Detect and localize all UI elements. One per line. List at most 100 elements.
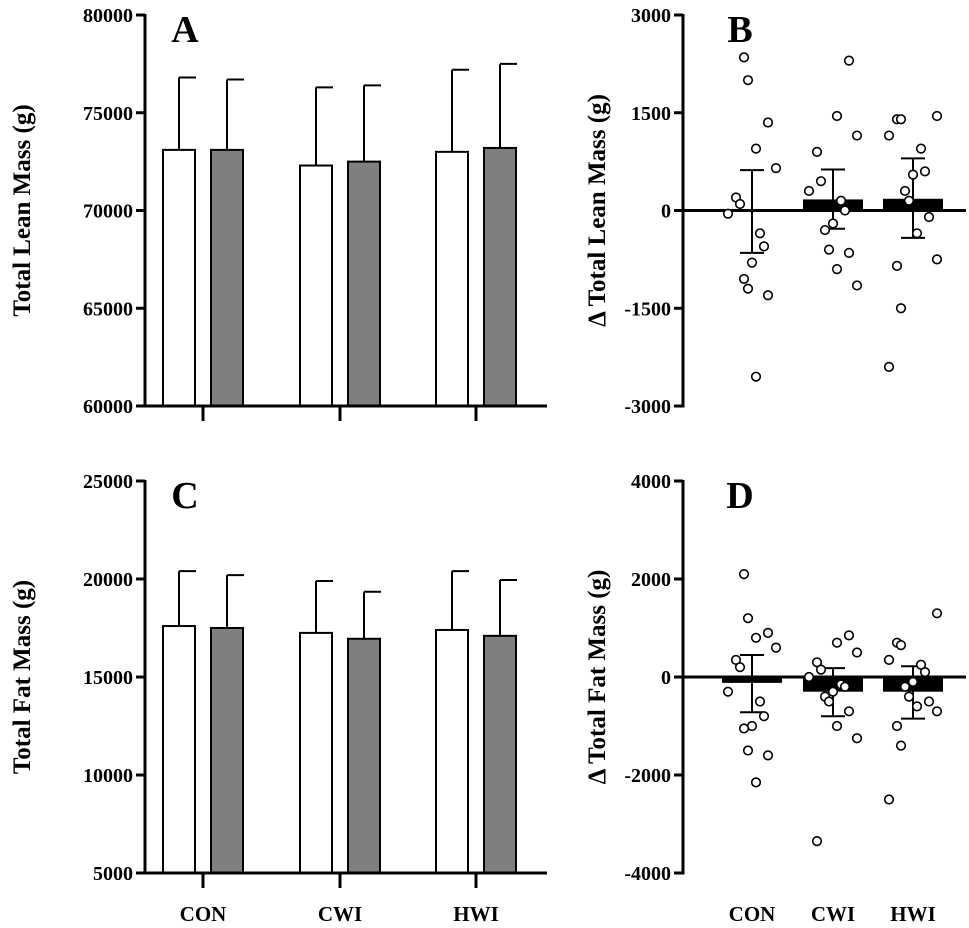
- panel-a-ytick-label: 70000: [83, 201, 133, 223]
- panel-c-y-axis-title: Total Fat Mass (g): [9, 580, 36, 774]
- panel-b-ytick-label: 0: [661, 201, 671, 223]
- panel-a-ytick-label: 75000: [83, 103, 133, 125]
- panel-d-data-point: [750, 632, 762, 643]
- panel-d-data-point: [831, 720, 843, 732]
- panel-b-data-point: [843, 55, 855, 66]
- panel-b-ytick-label: 1500: [631, 103, 671, 125]
- panel-b-data-point: [742, 75, 754, 86]
- panel-b-ytick-label: -3000: [624, 396, 671, 418]
- panel-c-category-label: CWI: [318, 902, 362, 926]
- panel-b-data-point: [750, 371, 762, 382]
- panel-c-ytick-label: 10000: [83, 765, 133, 787]
- panel-d-data-point: [754, 696, 766, 707]
- panel-d-data-point: [815, 664, 827, 675]
- panel-b-data-point: [851, 280, 863, 291]
- panel-d-data-point: [839, 681, 851, 692]
- panel-d-data-point: [895, 640, 907, 651]
- panel-a-bar-con-pre: [162, 148, 196, 408]
- panel-d-data-point: [843, 630, 855, 641]
- panel-b-data-point: [762, 117, 774, 128]
- panel-b-data-point: [891, 260, 903, 271]
- panel-d-data-point: [762, 750, 774, 761]
- panel-a-ytick-label: 60000: [83, 396, 133, 418]
- panel-d-data-point: [762, 627, 774, 639]
- panel-d-ytick-label: -4000: [624, 863, 671, 885]
- panel-b-data-point: [819, 224, 831, 236]
- panel-b-data-point: [883, 130, 895, 141]
- panel-d-data-point: [851, 733, 863, 744]
- panel-b-data-point: [758, 241, 770, 252]
- panel-d-data-point: [883, 794, 895, 805]
- panel-c-ytick-label: 25000: [83, 471, 133, 493]
- panel-a-bar-con-post: [210, 148, 244, 408]
- panel-d-data-point: [758, 711, 770, 722]
- panel-b-data-point: [770, 163, 782, 174]
- panel-d-data-point: [911, 701, 923, 712]
- panel-c-bar-con-post: [210, 627, 244, 874]
- panel-c-category-label: CON: [180, 902, 227, 926]
- panel-b-data-point: [815, 176, 827, 187]
- panel-d-data-point: [831, 637, 843, 648]
- panel-b-data-point: [907, 169, 919, 180]
- panel-d-data-point: [923, 696, 935, 707]
- panel-b-data-point: [839, 205, 851, 216]
- panel-d-data-point: [742, 613, 754, 624]
- panel-d-ytick-label: 0: [661, 667, 671, 689]
- panel-b-data-point: [746, 257, 758, 268]
- panel-b-data-point: [835, 195, 847, 206]
- panel-b-data-point: [811, 146, 823, 157]
- panel-d-data-point: [722, 686, 734, 697]
- panel-b-data-point: [754, 228, 766, 239]
- panel-a-ytick-label: 80000: [83, 5, 133, 27]
- panel-c-bar-cwi-post: [347, 637, 381, 875]
- panel-d-data-point: [738, 723, 750, 734]
- panel-b-data-point: [931, 110, 943, 122]
- panel-d-data-point: [883, 654, 895, 665]
- panel-d-data-point: [931, 608, 943, 619]
- panel-d-data-point: [851, 647, 863, 658]
- panel-b-data-point: [919, 166, 931, 177]
- panel-d-category-label: CON: [729, 902, 776, 926]
- panel-b-data-point: [762, 290, 774, 301]
- panel-c-ytick-label: 5000: [93, 863, 133, 885]
- panel-a-ytick-label: 65000: [83, 298, 133, 320]
- panel-d-data-point: [803, 671, 815, 683]
- panel-b-data-point: [911, 228, 923, 239]
- panel-d-data-point: [907, 676, 919, 688]
- panel-d-data-point: [891, 720, 903, 732]
- panel-d-data-point: [931, 706, 943, 717]
- panel-d-data-point: [843, 706, 855, 717]
- panel-d-data-point: [903, 691, 915, 702]
- panel-b-data-point: [899, 185, 911, 197]
- panel-b-data-point: [722, 208, 734, 219]
- panel-d-data-point: [899, 681, 911, 692]
- panel-b-ytick-label: -1500: [624, 298, 671, 320]
- panel-b-data-point: [931, 254, 943, 265]
- panel-b-data-point: [750, 143, 762, 154]
- panel-d-data-point: [770, 642, 782, 653]
- panel-c-letter: C: [171, 475, 198, 517]
- panel-b-data-point: [827, 218, 839, 229]
- panel-c-bar-hwi-post: [483, 634, 517, 875]
- panel-d-ytick-label: 4000: [631, 471, 671, 493]
- panel-d-data-point: [895, 740, 907, 751]
- panel-d-data-point: [742, 745, 754, 756]
- panel-b-data-point: [738, 273, 750, 285]
- panel-a-y-axis-title: Total Lean Mass (g): [9, 104, 36, 316]
- panel-d-data-point: [823, 696, 835, 707]
- panel-a-letter: A: [171, 9, 199, 51]
- panel-b-data-point: [895, 114, 907, 125]
- panel-d-data-point: [738, 568, 750, 580]
- panel-b-letter: B: [727, 9, 752, 51]
- panel-b-data-point: [734, 198, 746, 210]
- panel-b-data-point: [823, 244, 835, 255]
- panel-d-data-point: [734, 662, 746, 673]
- panel-c-ytick-label: 15000: [83, 667, 133, 689]
- panel-a-bar-cwi-pre: [299, 164, 333, 407]
- panel-b-data-point: [851, 130, 863, 141]
- panel-c-bar-cwi-pre: [299, 631, 333, 875]
- panel-b-data-point: [883, 361, 895, 373]
- panel-d-data-point: [919, 666, 931, 678]
- panel-b-data-point: [895, 303, 907, 314]
